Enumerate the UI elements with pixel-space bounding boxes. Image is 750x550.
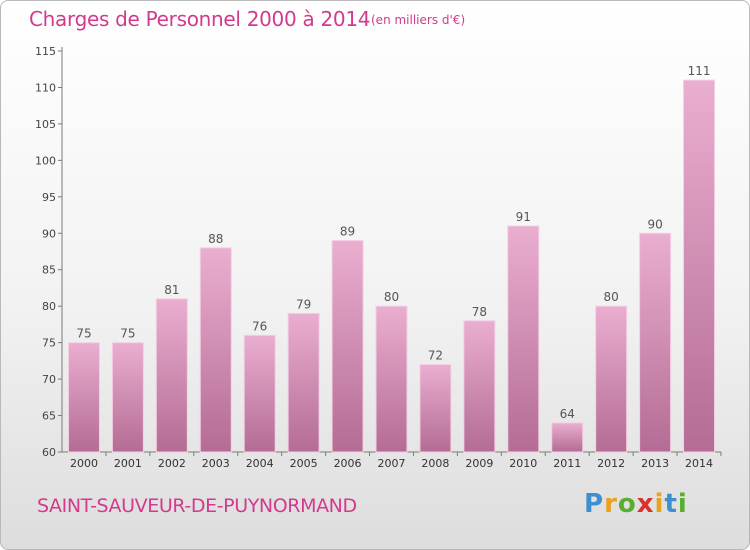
x-tick-label: 2002 [158, 457, 186, 470]
data-label: 72 [428, 349, 443, 363]
data-label: 75 [76, 327, 91, 341]
data-label: 64 [560, 407, 575, 421]
x-tick-label: 2004 [246, 457, 274, 470]
bar-2010 [507, 225, 540, 453]
data-label: 81 [164, 283, 179, 297]
data-label: 89 [340, 225, 355, 239]
x-tick-label: 2000 [70, 457, 98, 470]
x-tick-label: 2001 [114, 457, 142, 470]
logo-letter: o [617, 489, 637, 519]
bar-2007 [375, 305, 408, 453]
bar-2000 [67, 342, 100, 453]
x-tick-label: 2008 [421, 457, 449, 470]
bar-2009 [463, 320, 496, 453]
logo-letter: P [584, 489, 605, 519]
bar-2013 [639, 232, 672, 453]
x-tick-label: 2012 [597, 457, 625, 470]
logo-letter: x [636, 489, 655, 519]
x-tick-label: 2010 [509, 457, 537, 470]
y-tick-label: 115 [35, 45, 56, 58]
y-tick-label: 65 [42, 410, 56, 423]
y-tick-label: 100 [35, 154, 56, 167]
logo-letter: r [604, 489, 618, 519]
x-tick-label: 2007 [378, 457, 406, 470]
data-label: 79 [296, 297, 311, 311]
data-label: 88 [208, 232, 223, 246]
data-label: 78 [472, 305, 487, 319]
data-label: 80 [384, 290, 399, 304]
bar-2002 [155, 298, 188, 453]
bar-2006 [331, 240, 364, 453]
y-tick-label: 70 [42, 373, 56, 386]
data-label: 80 [604, 290, 619, 304]
y-tick-label: 90 [42, 227, 56, 240]
bar-2004 [243, 334, 276, 453]
y-tick-label: 110 [35, 81, 56, 94]
proxiti-logo[interactable]: Proxiti [584, 489, 688, 519]
bar-2012 [595, 305, 628, 453]
x-tick-label: 2003 [202, 457, 230, 470]
y-tick-label: 60 [42, 446, 56, 459]
chart-title: Charges de Personnel 2000 à 2014 [29, 7, 371, 31]
bar-2003 [199, 247, 232, 453]
logo-letter: t [664, 489, 678, 519]
bar-2001 [111, 342, 144, 453]
y-tick-label: 80 [42, 300, 56, 313]
y-tick-label: 85 [42, 264, 56, 277]
x-tick-label: 2006 [334, 457, 362, 470]
data-label: 111 [688, 64, 711, 78]
logo-letter: i [654, 489, 665, 519]
bar-2014 [683, 79, 716, 453]
x-tick-label: 2013 [641, 457, 669, 470]
data-label: 90 [647, 217, 662, 231]
data-label: 91 [516, 210, 531, 224]
y-tick-label: 105 [35, 118, 56, 131]
x-tick-label: 2011 [553, 457, 581, 470]
city-name: SAINT-SAUVEUR-DE-PUYNORMAND [37, 495, 357, 517]
data-label: 76 [252, 319, 267, 333]
logo-letter: i [677, 489, 688, 519]
x-tick-label: 2005 [290, 457, 318, 470]
chart-subtitle: (en milliers d'€) [371, 13, 466, 27]
data-label: 75 [120, 327, 135, 341]
y-tick-label: 95 [42, 191, 56, 204]
x-tick-label: 2014 [685, 457, 713, 470]
bar-2011 [551, 422, 584, 453]
bar-2005 [287, 312, 320, 453]
x-tick-label: 2009 [465, 457, 493, 470]
bar-2008 [419, 364, 452, 453]
y-tick-label: 75 [42, 337, 56, 350]
